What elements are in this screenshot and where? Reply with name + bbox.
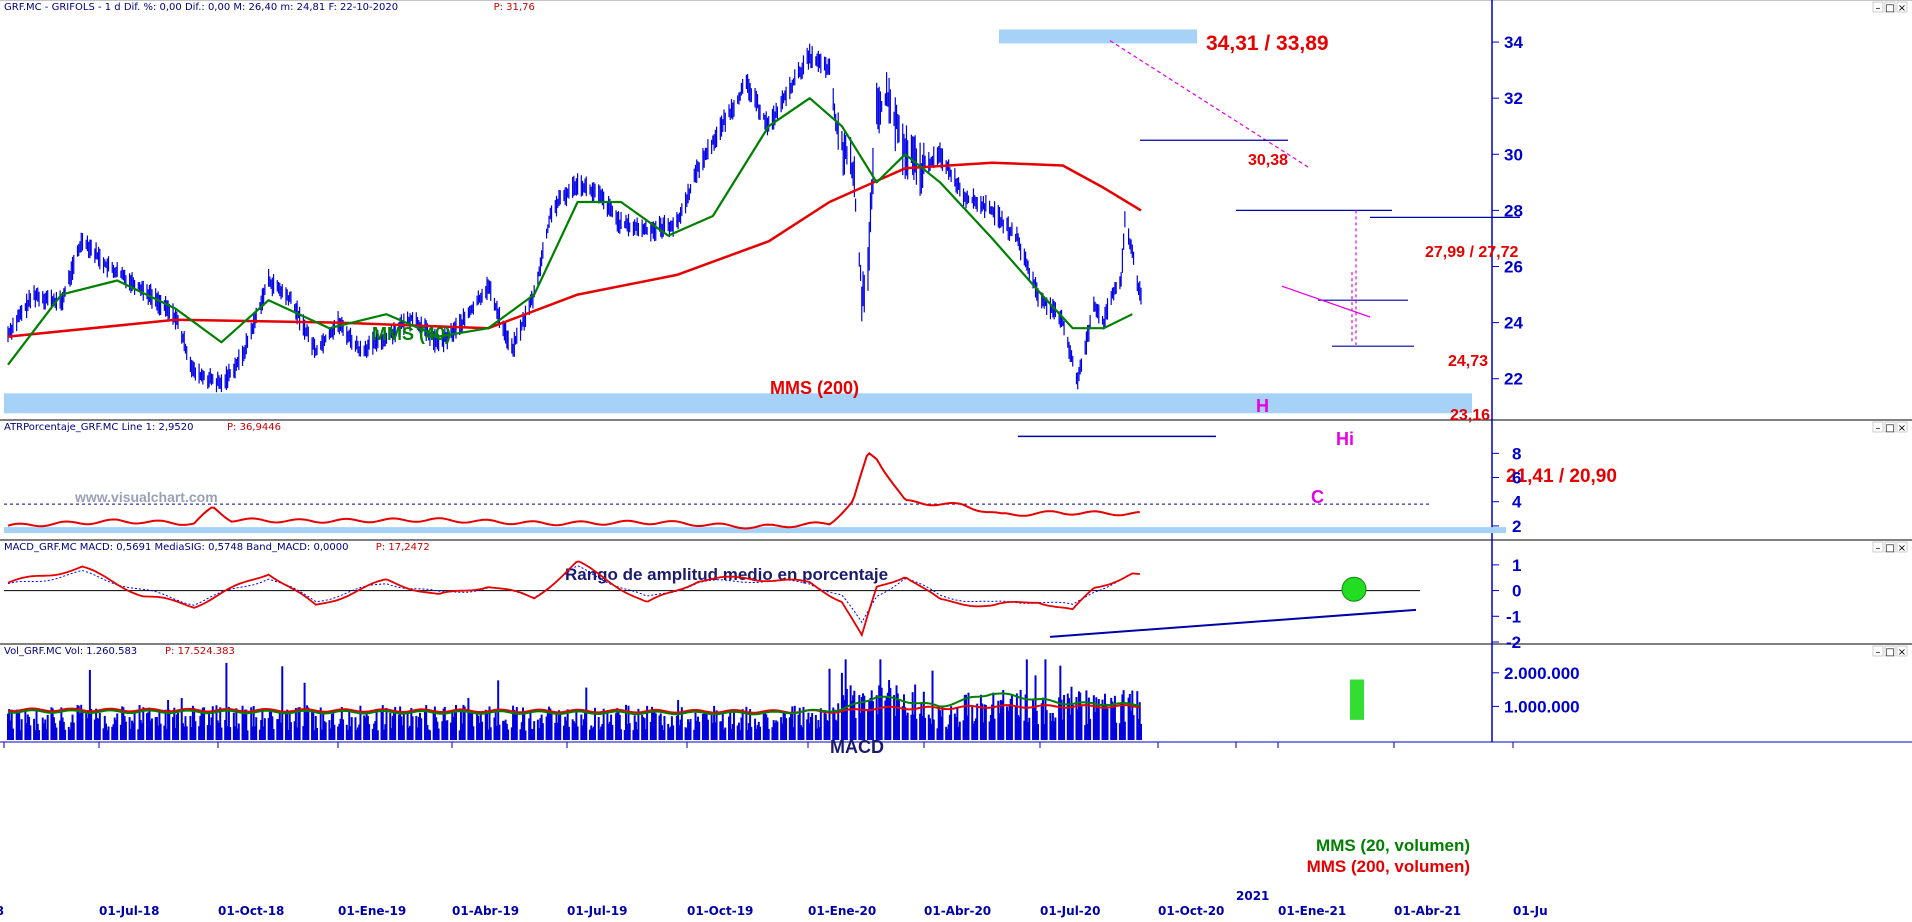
x-tick-label: 2021 <box>1236 889 1269 903</box>
svg-text:×: × <box>1898 423 1906 434</box>
svg-text:–: – <box>1876 3 1881 14</box>
pattern-head-inverse-label: Hi <box>1336 429 1354 449</box>
y-tick-label: 2 <box>1512 517 1521 536</box>
x-tick-label: 01-Abr-19 <box>452 904 519 918</box>
y-tick-label: 22 <box>1504 370 1523 389</box>
x-tick-label: 01-Abr-21 <box>1394 904 1461 918</box>
maximize-button[interactable]: □ <box>1884 645 1896 658</box>
pattern-c-label: C <box>1311 487 1324 507</box>
mms200-line <box>7 161 1142 338</box>
level-label: 34,31 / 33,89 <box>1206 32 1329 55</box>
y-tick-label: 28 <box>1504 201 1523 220</box>
volume-mms200-line <box>7 704 1140 714</box>
atr-base-zone <box>4 527 1506 534</box>
minimize-button[interactable]: – <box>1872 541 1884 554</box>
x-tick-label: 01-Abr-20 <box>924 904 991 918</box>
atr-description: Rango de amplitud medio en porcentaje <box>565 565 888 584</box>
mms200-label: MMS (200) <box>770 378 859 398</box>
x-tick-label: -18 <box>0 904 4 918</box>
y-tick-label: 4 <box>1512 493 1522 512</box>
panel-header-extra-volume: P: 17.524.383 <box>165 646 235 657</box>
mms40-line <box>7 97 1133 366</box>
maximize-button[interactable]: □ <box>1884 421 1896 434</box>
panel-header-extra-price: P: 31,76 <box>494 2 535 13</box>
y-tick-label: -2 <box>1506 633 1521 652</box>
close-button[interactable]: × <box>1896 1 1908 14</box>
maximize-button[interactable]: □ <box>1884 541 1896 554</box>
x-tick-label: 01-Jul-18 <box>99 904 159 918</box>
macd-trend-line <box>1049 608 1417 638</box>
price-bars <box>7 43 1142 393</box>
volume-legend-mms20: MMS (20, volumen) <box>1316 836 1470 855</box>
macd-line <box>7 560 1140 638</box>
macd-signal-line <box>7 565 1140 624</box>
resistance-zone <box>999 29 1197 44</box>
x-tick-label: 01-Oct-18 <box>218 904 284 918</box>
x-tick-label: 01-Ju <box>1513 904 1548 918</box>
svg-text:×: × <box>1898 543 1906 554</box>
y-tick-label: 32 <box>1504 89 1523 108</box>
atr-line <box>7 451 1140 530</box>
macd-description: MACD <box>830 737 884 757</box>
svg-text:□: □ <box>1885 3 1894 14</box>
volume-mms20-line <box>7 692 1140 716</box>
svg-text:–: – <box>1876 423 1881 434</box>
x-tick-label: 01-Ene-21 <box>1278 904 1346 918</box>
macd-cross-marker <box>1341 576 1367 602</box>
panel-header-price: GRF.MC - GRIFOLS - 1 d Dif. %: 0,00 Dif.… <box>4 2 398 13</box>
neckline <box>1281 285 1371 318</box>
minimize-button[interactable]: – <box>1872 1 1884 14</box>
y-tick-label: 0 <box>1512 582 1521 601</box>
x-tick-label: 01-Jul-19 <box>567 904 627 918</box>
svg-text:□: □ <box>1885 647 1894 658</box>
close-button[interactable]: × <box>1896 541 1908 554</box>
x-tick-label: 01-Oct-20 <box>1158 904 1224 918</box>
mms40-label: MMS (40) <box>372 324 451 344</box>
y-tick-label: 24 <box>1504 314 1523 333</box>
panel-header-macd: MACD_GRF.MC MACD: 0,5691 MediaSIG: 0,574… <box>4 542 348 553</box>
minimize-button[interactable]: – <box>1872 421 1884 434</box>
panel-header-atr: ATRPorcentaje_GRF.MC Line 1: 2,9520 <box>4 422 194 433</box>
svg-text:□: □ <box>1885 543 1894 554</box>
y-tick-label: -1 <box>1506 607 1521 626</box>
y-tick-label: 34 <box>1504 33 1523 52</box>
svg-text:×: × <box>1898 647 1906 658</box>
volume-highlight <box>1350 679 1364 720</box>
y-tick-label: 26 <box>1504 258 1523 277</box>
support-zone <box>4 393 1472 414</box>
volume-bars <box>7 659 1142 740</box>
level-label: 23,16 <box>1450 407 1490 424</box>
close-button[interactable]: × <box>1896 645 1908 658</box>
level-label: 24,73 <box>1448 353 1488 370</box>
minimize-button[interactable]: – <box>1872 645 1884 658</box>
y-tick-label: 8 <box>1512 444 1521 463</box>
level-label: 21,41 / 20,90 <box>1506 466 1617 487</box>
close-button[interactable]: × <box>1896 421 1908 434</box>
volume-legend-mms200: MMS (200, volumen) <box>1307 857 1470 876</box>
y-tick-label: 2.000.000 <box>1504 664 1580 683</box>
x-tick-label: 01-Jul-20 <box>1040 904 1100 918</box>
maximize-button[interactable]: □ <box>1884 1 1896 14</box>
y-tick-label: 1 <box>1512 556 1521 575</box>
svg-text:–: – <box>1876 647 1881 658</box>
pattern-head-label: H <box>1256 396 1269 416</box>
trend-line-down <box>1109 40 1311 169</box>
panel-header-extra-atr: P: 36,9446 <box>227 422 281 433</box>
y-tick-label: 30 <box>1504 145 1523 164</box>
x-tick-label: 01-Ene-19 <box>338 904 406 918</box>
panel-header-volume: Vol_GRF.MC Vol: 1.260.583 <box>4 646 137 657</box>
svg-text:–: – <box>1876 543 1881 554</box>
level-label: 27,99 / 27,72 <box>1425 244 1519 261</box>
level-label: 30,38 <box>1248 152 1288 169</box>
watermark: www.visualchart.com <box>74 489 218 505</box>
panel-header-extra-macd: P: 17,2472 <box>376 542 430 553</box>
svg-text:×: × <box>1898 3 1906 14</box>
x-tick-label: 01-Ene-20 <box>808 904 876 918</box>
y-tick-label: 6 <box>1512 469 1521 488</box>
svg-text:□: □ <box>1885 423 1894 434</box>
y-tick-label: 1.000.000 <box>1504 697 1580 716</box>
x-tick-label: 01-Oct-19 <box>687 904 753 918</box>
